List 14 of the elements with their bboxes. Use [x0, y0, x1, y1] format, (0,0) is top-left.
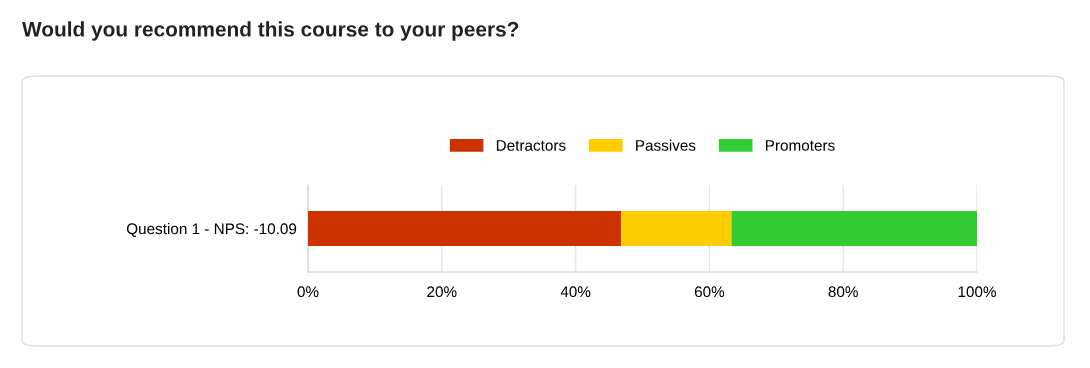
bar [621, 211, 732, 246]
x-tick-label: 60% [694, 286, 725, 298]
legend-label: Promoters [765, 140, 835, 151]
y-tick-label: Question 1 - NPS: -10.09 [126, 222, 297, 237]
x-tick-label: 80% [828, 286, 858, 298]
bar [308, 211, 622, 246]
legend-label: Detractors [496, 140, 566, 151]
chart-title: Would you recommend this course to your peers? [22, 21, 519, 41]
bar [731, 211, 977, 246]
x-tick-label: 40% [560, 286, 591, 298]
legend-label: Passives [636, 139, 696, 151]
x-tick-label: 100% [958, 286, 996, 298]
x-tick-label: 0% [297, 286, 319, 298]
x-tick-label: 20% [427, 286, 457, 298]
